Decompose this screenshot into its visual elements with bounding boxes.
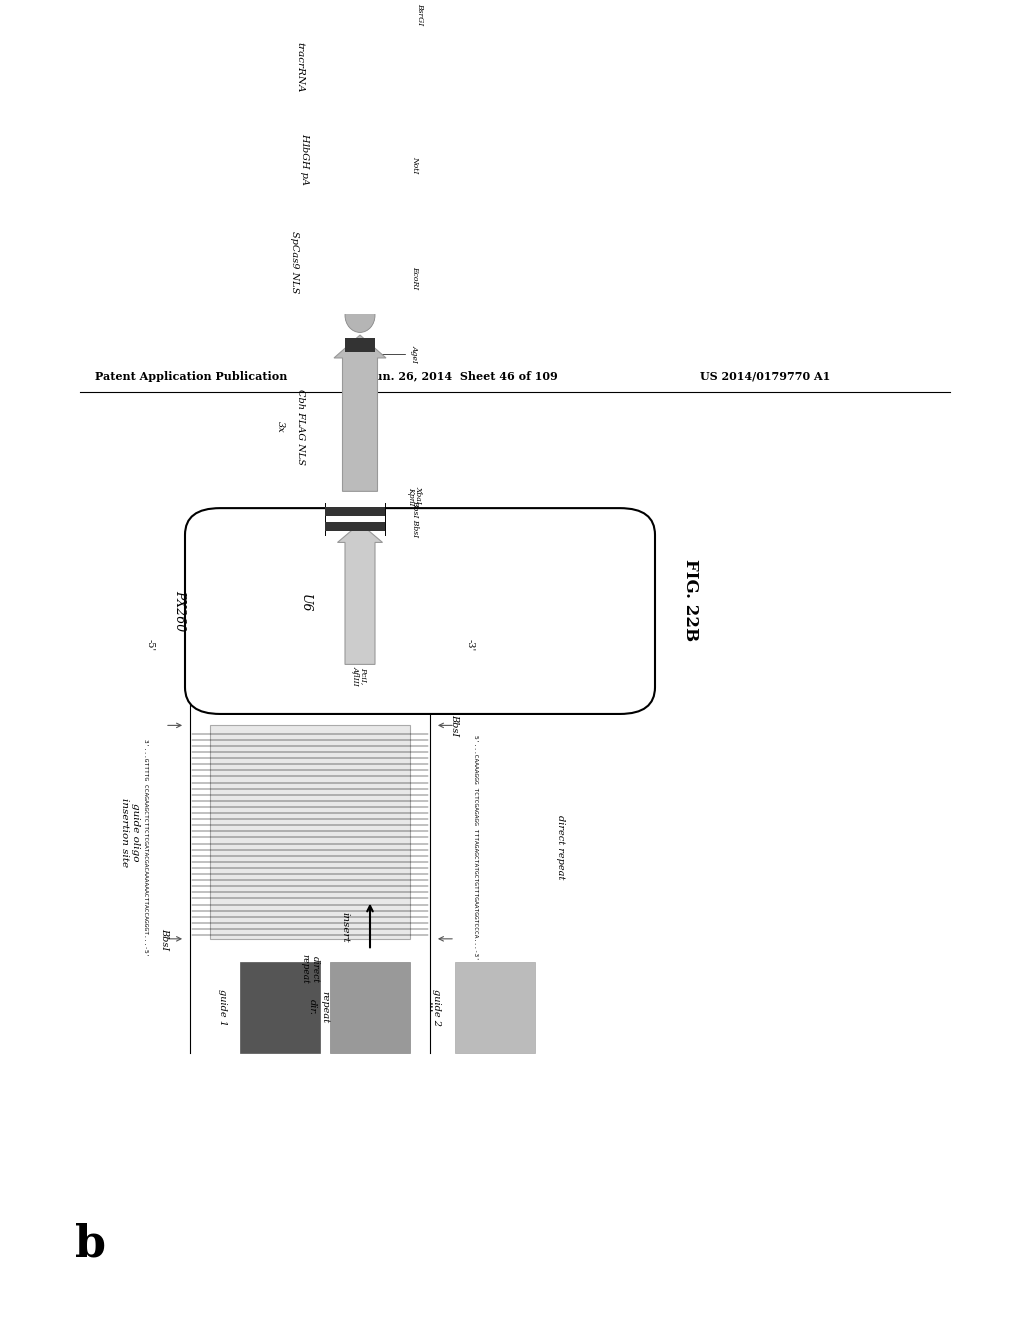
Polygon shape <box>330 962 410 1053</box>
Polygon shape <box>340 156 380 174</box>
Polygon shape <box>210 726 410 939</box>
Text: 5'...CAAAAGGG TCTCGAGAGG TTTAGAGCTATGCTGTTTGAATGGTCCCA...-3': 5'...CAAAAGGG TCTCGAGAGG TTTAGAGCTATGCTG… <box>472 735 477 960</box>
Text: XbaI,
KpnI: XbaI, KpnI <box>407 486 423 506</box>
Polygon shape <box>240 962 319 1053</box>
Text: guide 2: guide 2 <box>432 989 441 1026</box>
Text: dir.: dir. <box>307 999 316 1015</box>
Text: repeat: repeat <box>321 991 330 1023</box>
Text: AgeI: AgeI <box>411 346 419 363</box>
Text: 3x: 3x <box>275 421 285 433</box>
Text: BbsI BbsI: BbsI BbsI <box>411 500 419 537</box>
Text: guide 1: guide 1 <box>217 989 226 1026</box>
Polygon shape <box>325 507 385 516</box>
Text: direct
repeat: direct repeat <box>300 954 319 985</box>
Text: US 2014/0179770 A1: US 2014/0179770 A1 <box>700 371 830 381</box>
FancyBboxPatch shape <box>248 234 472 290</box>
Ellipse shape <box>345 298 375 333</box>
Text: insert: insert <box>341 912 349 942</box>
Text: tracrRNA: tracrRNA <box>296 42 304 92</box>
Text: H1: H1 <box>300 133 309 148</box>
Text: PX260: PX260 <box>173 590 186 632</box>
Text: guide oligo
insertion site: guide oligo insertion site <box>120 797 139 867</box>
FancyArrow shape <box>334 0 386 124</box>
Polygon shape <box>345 338 375 352</box>
Text: bGH pA: bGH pA <box>300 145 309 185</box>
Text: BbsI: BbsI <box>161 928 170 950</box>
Text: direct repeat: direct repeat <box>555 816 564 879</box>
Text: Patent Application Publication: Patent Application Publication <box>95 371 288 381</box>
Text: BsrGI: BsrGI <box>416 3 424 25</box>
Text: BbsI: BbsI <box>451 714 460 737</box>
Text: SpCas9 NLS: SpCas9 NLS <box>291 231 299 293</box>
FancyArrow shape <box>338 523 383 664</box>
Text: b: b <box>75 1222 106 1266</box>
Polygon shape <box>455 962 535 1053</box>
Polygon shape <box>325 521 385 531</box>
FancyArrow shape <box>334 335 386 491</box>
Text: EcoRI: EcoRI <box>411 265 419 289</box>
Text: FIG. 22B: FIG. 22B <box>682 558 698 640</box>
Text: -5': -5' <box>145 639 155 651</box>
Text: NotI: NotI <box>411 156 419 174</box>
Text: U6: U6 <box>299 594 311 612</box>
Text: Cbh FLAG NLS: Cbh FLAG NLS <box>296 388 304 465</box>
Text: -3': -3' <box>466 639 474 652</box>
Polygon shape <box>345 133 375 148</box>
Text: PciI,
AflIII: PciI, AflIII <box>351 667 369 685</box>
Text: 3'...GTTTTG CCAGAAGCTCTTCTCGATACGACAAAAAACTTACCAGGGT...-5': 3'...GTTTTG CCAGAAGCTCTTCTCGATACGACAAAAA… <box>142 739 147 956</box>
Text: ...: ... <box>426 1002 438 1014</box>
FancyBboxPatch shape <box>185 508 655 714</box>
Text: Jun. 26, 2014  Sheet 46 of 109: Jun. 26, 2014 Sheet 46 of 109 <box>370 371 559 381</box>
